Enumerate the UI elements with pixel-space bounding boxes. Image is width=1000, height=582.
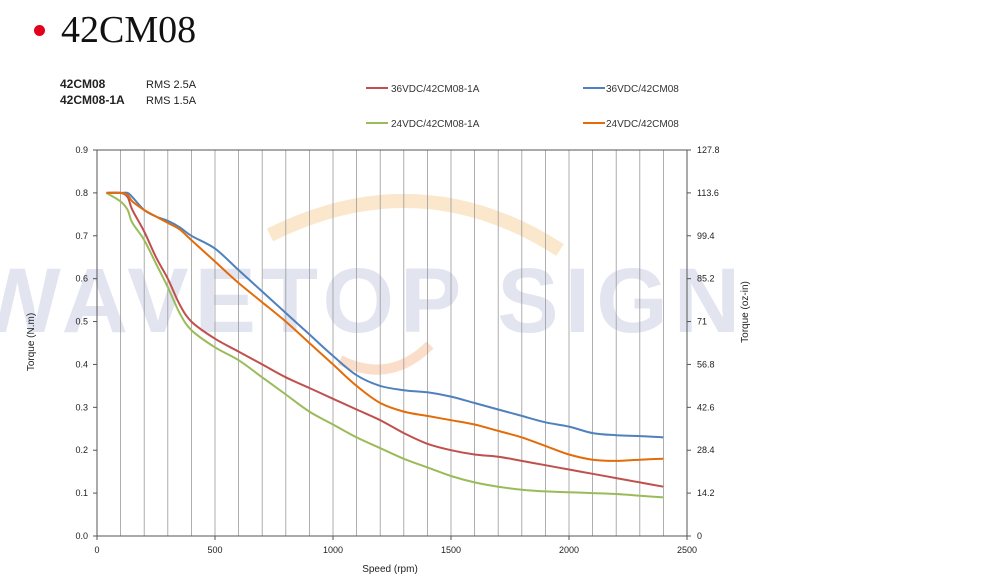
note-current-1: RMS 2.5A [146, 79, 197, 91]
x-tick-label: 2500 [677, 545, 697, 555]
legend-label-24vdc: 24VDC/42CM08 [606, 119, 679, 130]
y-tick-label: 0.6 [75, 274, 88, 284]
legend-label-36vdc: 36VDC/42CM08 [606, 84, 679, 95]
red-bullet-icon [34, 24, 45, 36]
watermark-arc-top [266, 193, 564, 256]
torque-speed-chart: WAVETOP SIGN 42CM08 RMS 2.5A 42CM08-1A R… [0, 77, 751, 575]
series-line-24vdc-42cm08 [106, 191, 664, 462]
watermark-arc-bottom [337, 341, 434, 375]
chart-legend: 36VDC/42CM08-1A 36VDC/42CM08 24VDC/42CM0… [366, 84, 679, 130]
chart-series [105, 191, 664, 499]
y2-tick-label: 0 [697, 531, 702, 541]
y-tick-label: 0.5 [75, 317, 88, 327]
watermark: WAVETOP SIGN [0, 193, 746, 375]
series-line-24vdc-42cm08-1a [105, 192, 664, 499]
y2-tick-label: 42.6 [697, 402, 715, 412]
right-axis-ticks: 0 14.2 28.4 42.6 56.8 71 85.2 99.4 113.6 127.8 [687, 145, 720, 541]
y-axis-label: Torque (N.m) [26, 313, 37, 371]
page-title: 42CM08 [61, 9, 197, 51]
y-tick-label: 0.7 [75, 231, 88, 241]
y2-tick-label: 113.6 [697, 188, 719, 198]
note-model-1: 42CM08 [60, 77, 106, 91]
left-axis-ticks: 0.0 0.1 0.2 0.3 0.4 0.5 0.6 0.7 0.8 0.9 [75, 145, 97, 541]
x-tick-label: 2000 [559, 545, 579, 555]
y-tick-label: 0.8 [75, 188, 88, 198]
y2-tick-label: 99.4 [697, 231, 715, 241]
y2-tick-label: 28.4 [697, 445, 715, 455]
legend-label-24vdc-1a: 24VDC/42CM08-1A [391, 119, 480, 130]
y2-axis-label: Torque (oz-in) [740, 281, 751, 343]
y-tick-label: 0.1 [75, 488, 88, 498]
y2-tick-label: 14.2 [697, 488, 715, 498]
plot-frame [96, 149, 688, 537]
y-tick-label: 0.3 [75, 402, 88, 412]
y2-tick-label: 71 [697, 317, 707, 327]
y-tick-label: 0.2 [75, 445, 88, 455]
x-tick-label: 0 [94, 545, 99, 555]
note-model-2: 42CM08-1A [60, 93, 125, 107]
legend-label-36vdc-1a: 36VDC/42CM08-1A [391, 84, 480, 95]
x-tick-label: 500 [207, 545, 222, 555]
x-axis-label: Speed (rpm) [362, 564, 418, 575]
y-tick-label: 0.9 [75, 145, 88, 155]
y-tick-label: 0.4 [75, 359, 88, 369]
y2-tick-label: 127.8 [697, 145, 720, 155]
y-tick-label: 0.0 [75, 531, 88, 541]
x-axis-ticks: 0 500 1000 1500 2000 2500 [94, 536, 697, 555]
x-tick-label: 1500 [441, 545, 461, 555]
y2-tick-label: 85.2 [697, 274, 715, 284]
x-tick-label: 1000 [323, 545, 343, 555]
page-heading: 42CM08 [34, 4, 196, 56]
series-line-36vdc-42cm08-1a [106, 191, 664, 488]
watermark-text: WAVETOP SIGN [0, 250, 746, 352]
y2-tick-label: 56.8 [697, 359, 715, 369]
note-current-2: RMS 1.5A [146, 95, 197, 107]
